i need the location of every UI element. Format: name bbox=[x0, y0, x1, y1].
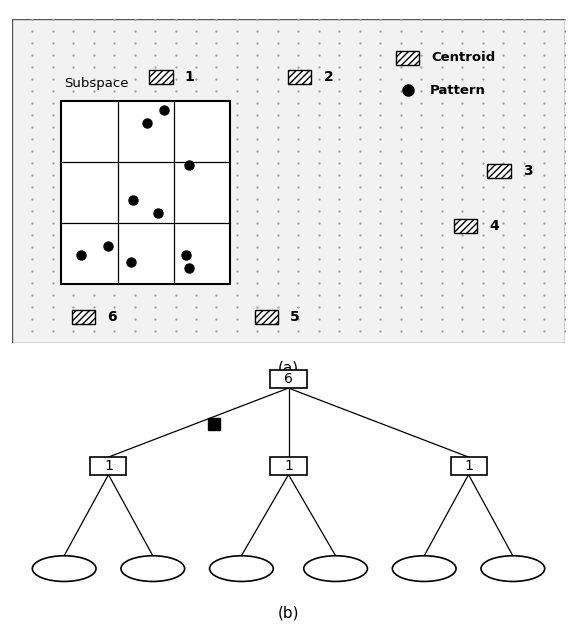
Text: (a): (a) bbox=[278, 360, 299, 376]
Text: (b): (b) bbox=[278, 605, 299, 620]
Text: 5: 5 bbox=[290, 310, 300, 324]
Ellipse shape bbox=[304, 556, 368, 581]
Bar bbox=[488, 164, 511, 178]
Bar bbox=[451, 457, 486, 475]
Ellipse shape bbox=[392, 556, 456, 581]
Text: 6: 6 bbox=[284, 372, 293, 386]
Text: Centroid: Centroid bbox=[432, 51, 496, 64]
Bar bbox=[396, 51, 419, 65]
Bar bbox=[72, 310, 95, 324]
Text: 1: 1 bbox=[104, 459, 113, 473]
Bar bbox=[91, 457, 126, 475]
Ellipse shape bbox=[121, 556, 185, 581]
Ellipse shape bbox=[481, 556, 545, 581]
Bar bbox=[149, 70, 173, 84]
Text: Pattern: Pattern bbox=[430, 84, 486, 97]
Text: 2: 2 bbox=[323, 70, 333, 84]
Bar bbox=[271, 457, 306, 475]
Ellipse shape bbox=[209, 556, 273, 581]
Bar bbox=[288, 70, 311, 84]
Ellipse shape bbox=[32, 556, 96, 581]
Text: 1: 1 bbox=[185, 70, 194, 84]
Bar bbox=[454, 220, 477, 233]
Bar bbox=[254, 310, 278, 324]
Text: 3: 3 bbox=[523, 164, 533, 178]
Text: Subspace: Subspace bbox=[64, 77, 129, 90]
Text: 1: 1 bbox=[284, 459, 293, 473]
Bar bbox=[271, 370, 306, 388]
Text: 1: 1 bbox=[464, 459, 473, 473]
Bar bbox=[61, 101, 230, 284]
Text: 6: 6 bbox=[107, 310, 117, 324]
Text: 4: 4 bbox=[489, 219, 499, 233]
Bar bbox=[61, 101, 230, 284]
